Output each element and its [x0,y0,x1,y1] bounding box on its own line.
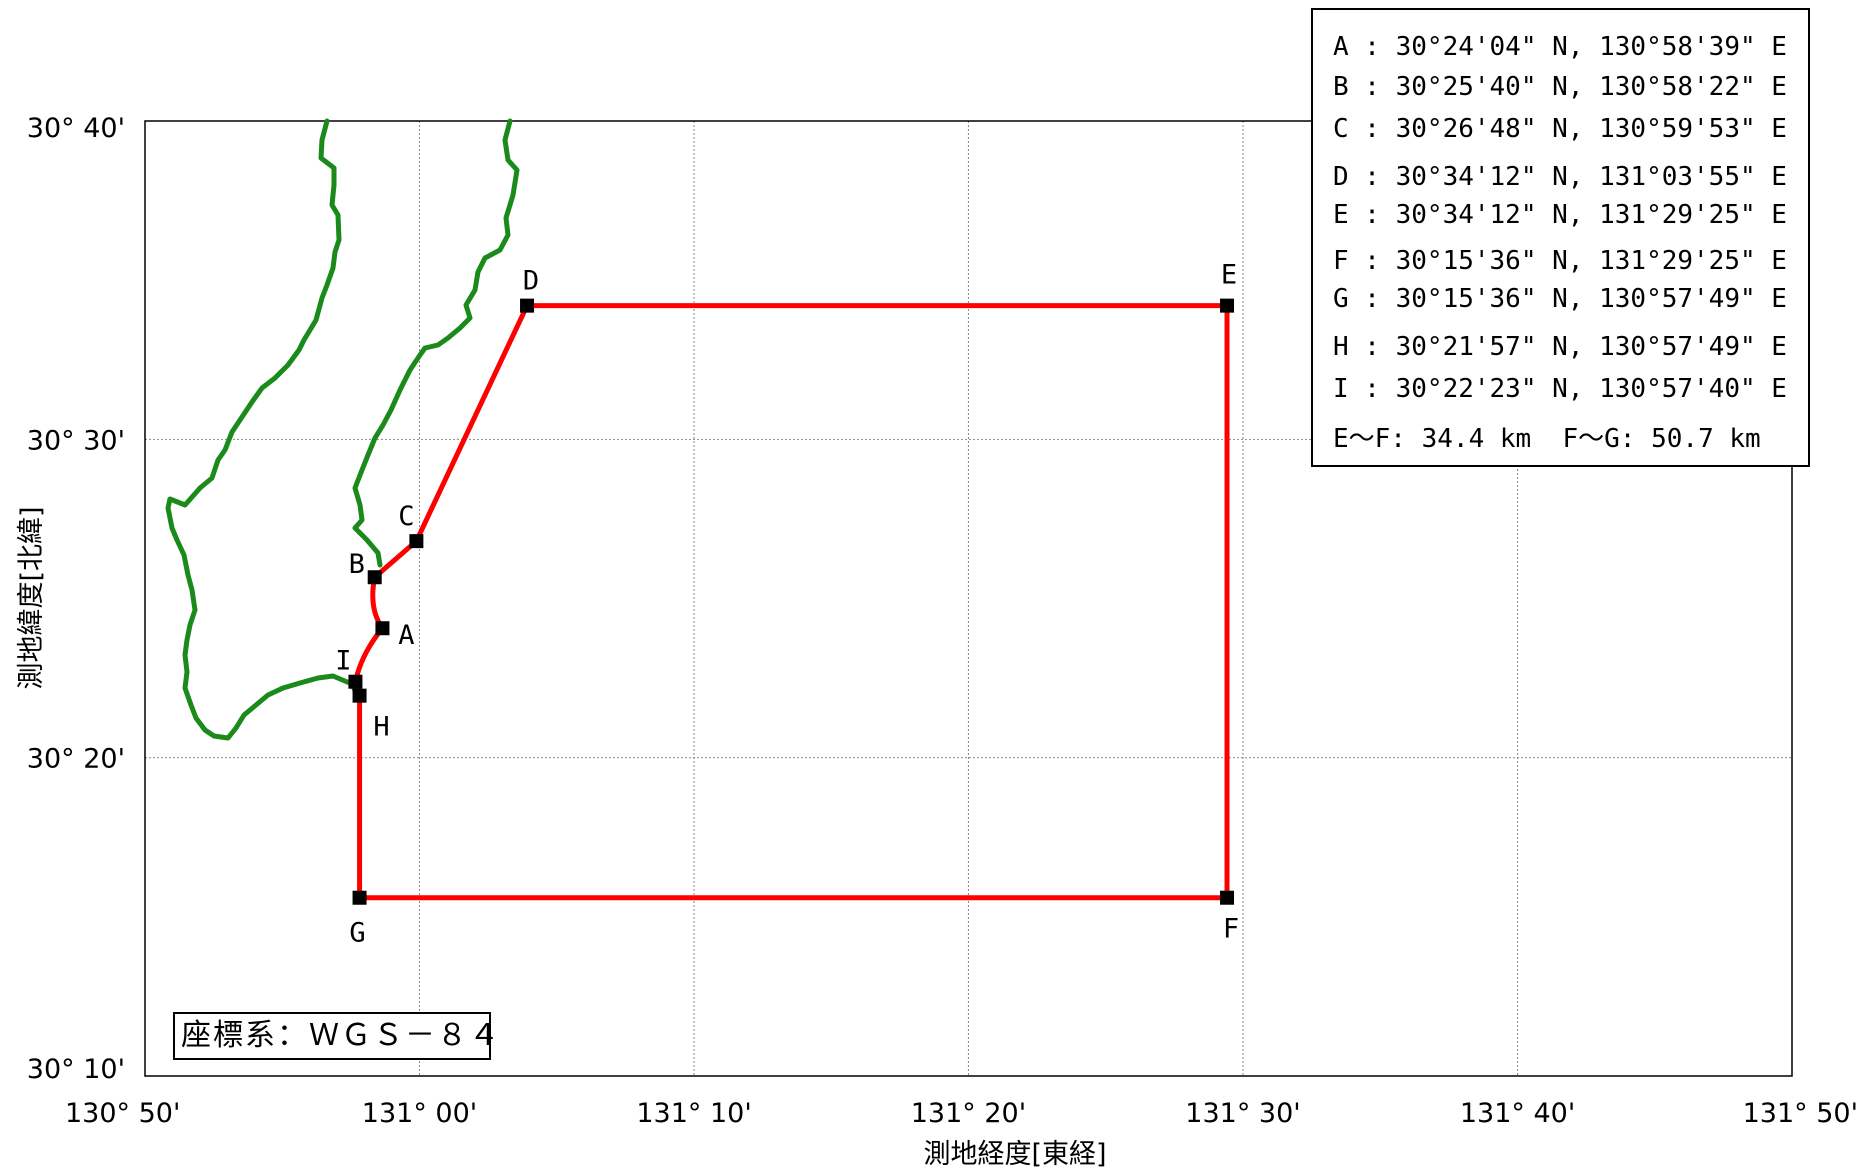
x-tick-label: 131° 20' [911,1098,1026,1129]
coord-line-e: E : 30°34'12" N, 131°29'25" E [1333,200,1787,230]
point-label-c: C [398,501,414,532]
y-tick-label: 30° 40' [27,113,125,144]
point-label-i: I [335,646,351,677]
point-marker-h [352,688,367,703]
coord-line-d: D : 30°34'12" N, 131°03'55" E [1333,162,1787,192]
point-marker-b [367,570,382,585]
x-tick-label: 131° 50' [1743,1098,1858,1129]
x-axis-title: 測地経度[東経] [923,1139,1106,1170]
point-label-h: H [373,712,389,743]
boundary-area [352,303,1230,901]
point-label-f: F [1223,914,1239,945]
coordinate-system-label: 座標系：ＷＧＳ－８４ [173,1012,499,1060]
coord-line-f: F : 30°15'36" N, 131°29'25" E [1333,246,1787,276]
coastline [165,118,520,741]
point-marker-g [352,890,367,905]
point-marker-a [375,621,390,636]
distance-line: E～F: 34.4 km F～G: 50.7 km [1333,424,1761,454]
coord-line-i: I : 30°22'23" N, 130°57'40" E [1333,374,1787,404]
coastline-west-peninsula [165,118,360,741]
x-tick-labels: 130° 50' 131° 00' 131° 10' 131° 20' 131° 30'… [65,1098,1858,1129]
point-marker-e [1220,298,1235,313]
point-marker-c [409,534,424,549]
point-label-g: G [349,918,365,949]
plot-frame [144,120,1793,1077]
coordinates-legend: A : 30°24'04" N, 130°58'39" E B : 30°25'… [1311,8,1810,467]
point-label-a: A [398,620,414,651]
x-tick-label: 131° 40' [1460,1098,1575,1129]
y-axis-title: 測地緯度[北緯] [16,506,47,689]
y-tick-label: 30° 30' [27,425,125,456]
point-markers: A B C D E F G H I [335,260,1239,949]
y-tick-label: 30° 20' [27,744,125,775]
point-label-b: B [349,549,365,580]
x-tick-label: 131° 00' [362,1098,477,1129]
point-marker-i [348,674,363,689]
point-marker-d [520,298,535,313]
point-label-d: D [523,266,539,297]
coord-line-g: G : 30°15'36" N, 130°57'49" E [1333,284,1787,314]
coord-line-h: H : 30°21'57" N, 130°57'49" E [1333,332,1787,362]
coastline-east-peninsula [352,118,520,568]
y-tick-labels: 30° 40' 30° 30' 30° 20' 30° 10' [27,113,125,1085]
x-tick-label: 130° 50' [65,1098,180,1129]
coord-line-b: B : 30°25'40" N, 130°58'22" E [1333,72,1787,102]
y-tick-label: 30° 10' [27,1054,125,1085]
coord-line-a: A : 30°24'04" N, 130°58'39" E [1333,32,1787,62]
coord-line-c: C : 30°26'48" N, 130°59'53" E [1333,114,1787,144]
x-tick-label: 131° 30' [1185,1098,1300,1129]
point-marker-f [1220,890,1235,905]
x-tick-label: 131° 10' [636,1098,751,1129]
point-label-e: E [1221,260,1237,291]
boundary-polygon [352,303,1230,901]
